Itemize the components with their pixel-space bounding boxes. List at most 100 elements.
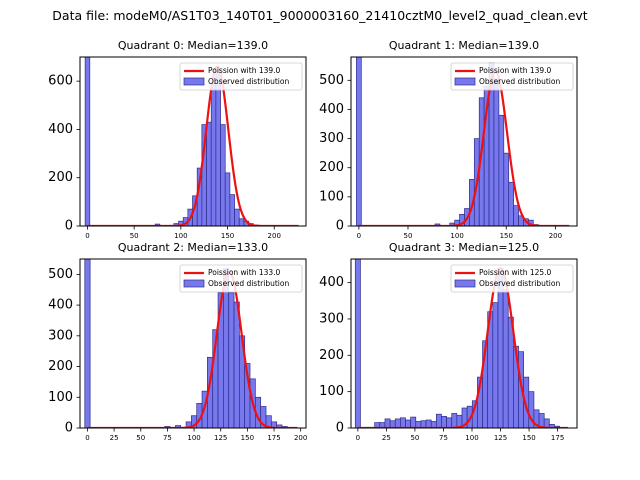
x-tick-label: 75 bbox=[439, 434, 448, 442]
x-tick-label: 100 bbox=[450, 232, 463, 240]
quadrant-1-plot: 0 50 100 150 200 0 100 200 300 400 500 Quadrant 1: … bbox=[319, 39, 578, 240]
y-tick-label: 200 bbox=[48, 170, 73, 185]
legend-observed-label: Observed distribution bbox=[208, 77, 289, 86]
bar-q3-24 bbox=[492, 302, 499, 428]
y-tick-label: 600 bbox=[48, 74, 73, 89]
x-tick-label: 50 bbox=[404, 232, 413, 240]
y-tick-label: 500 bbox=[319, 73, 344, 88]
histogram-bars bbox=[356, 57, 539, 226]
bar-q3-11 bbox=[425, 419, 432, 428]
y-tick-label: 300 bbox=[319, 131, 344, 146]
legend-fit-label: Poission with 125.0 bbox=[479, 268, 552, 277]
bar-q1-12 bbox=[498, 114, 505, 226]
y-tick-label: 200 bbox=[319, 348, 344, 363]
quadrant-title: Quadrant 3: Median=125.0 bbox=[389, 241, 539, 254]
bar-q3-5 bbox=[394, 418, 401, 428]
y-tick-label: 200 bbox=[48, 359, 73, 374]
bar-q1-14 bbox=[508, 181, 514, 226]
x-tick-label: 175 bbox=[267, 434, 280, 442]
legend: Poission with 139.0 Observed distribution bbox=[179, 62, 303, 91]
x-tick-label: 0 bbox=[85, 232, 89, 240]
bar-q0-13 bbox=[220, 124, 226, 226]
y-tick-label: 400 bbox=[319, 275, 344, 290]
x-tick-label: 125 bbox=[494, 434, 507, 442]
bar-q0-16 bbox=[234, 208, 240, 226]
bar-q0-15 bbox=[229, 194, 235, 226]
bar-q3-16 bbox=[451, 413, 458, 428]
y-tick-label: 500 bbox=[48, 267, 73, 282]
quadrant-3-plot: 0 25 50 75 100 125 150 175 0 100 200 300 400 Quadrant… bbox=[319, 241, 578, 442]
x-tick-label: 200 bbox=[268, 232, 281, 240]
bar-q3-3 bbox=[384, 418, 391, 428]
x-tick-label: 100 bbox=[187, 434, 200, 442]
x-tick-label: 150 bbox=[241, 434, 254, 442]
legend-observed-label: Observed distribution bbox=[479, 77, 560, 86]
y-tick-label: 0 bbox=[65, 219, 73, 234]
x-tick-label: 150 bbox=[522, 434, 535, 442]
poisson-fit-line bbox=[87, 270, 298, 428]
bar-q1-11 bbox=[493, 78, 500, 226]
x-tick-label: 0 bbox=[356, 434, 360, 442]
axes-frame bbox=[350, 258, 578, 429]
y-tick-label: 0 bbox=[65, 421, 73, 436]
bar-q0-11 bbox=[210, 83, 217, 226]
legend: Poission with 133.0 Observed distribution bbox=[179, 264, 303, 293]
legend-observed-swatch bbox=[183, 279, 205, 288]
x-tick-label: 200 bbox=[549, 232, 562, 240]
bar-q1-0 bbox=[356, 57, 362, 226]
axes-frame bbox=[350, 56, 578, 227]
bar-q3-8 bbox=[410, 416, 417, 428]
legend: Poission with 139.0 Observed distribution bbox=[450, 62, 574, 91]
bar-q3-15 bbox=[446, 417, 453, 428]
bar-q1-13 bbox=[503, 152, 510, 226]
bar-q3-7 bbox=[405, 419, 411, 428]
histogram-bars bbox=[84, 259, 288, 428]
x-tick-label: 175 bbox=[551, 434, 564, 442]
legend-observed-label: Observed distribution bbox=[208, 279, 289, 288]
bar-q3-26 bbox=[502, 289, 509, 428]
y-tick-label: 0 bbox=[336, 219, 344, 234]
x-tick-label: 50 bbox=[136, 434, 145, 442]
y-tick-label: 100 bbox=[319, 189, 344, 204]
x-tick-label: 150 bbox=[221, 232, 234, 240]
legend-observed-swatch bbox=[183, 77, 205, 86]
bar-q3-14 bbox=[441, 416, 447, 428]
y-tick-label: 0 bbox=[336, 421, 344, 436]
axes-frame bbox=[79, 258, 307, 429]
x-tick-label: 150 bbox=[500, 232, 513, 240]
bar-q2-11 bbox=[228, 292, 235, 428]
legend-fit-label: Poission with 133.0 bbox=[208, 268, 281, 277]
bar-q0-14 bbox=[224, 172, 231, 226]
quadrant-title: Quadrant 1: Median=139.0 bbox=[389, 39, 539, 52]
x-tick-label: 0 bbox=[357, 232, 361, 240]
legend-observed-swatch bbox=[454, 279, 476, 288]
legend: Poission with 125.0 Observed distribution bbox=[450, 264, 574, 293]
y-tick-label: 400 bbox=[319, 102, 344, 117]
y-tick-label: 300 bbox=[319, 311, 344, 326]
legend-observed-label: Observed distribution bbox=[479, 279, 560, 288]
x-tick-label: 100 bbox=[174, 232, 187, 240]
x-tick-label: 0 bbox=[85, 434, 89, 442]
bar-q3-6 bbox=[400, 417, 406, 428]
y-tick-label: 100 bbox=[48, 390, 73, 405]
legend-fit-label: Poission with 139.0 bbox=[479, 66, 552, 75]
bar-q2-0 bbox=[84, 259, 91, 428]
poisson-fit-line bbox=[357, 266, 568, 428]
quadrant-title: Quadrant 2: Median=133.0 bbox=[118, 241, 268, 254]
x-tick-label: 100 bbox=[465, 434, 478, 442]
x-tick-label: 200 bbox=[294, 434, 307, 442]
bar-q0-17 bbox=[238, 218, 245, 226]
bar-q3-34 bbox=[543, 418, 550, 428]
quadrant-0-plot: 0 50 100 150 200 0 200 400 600 Quadrant 0: Median… bbox=[48, 39, 307, 240]
x-tick-label: 25 bbox=[382, 434, 391, 442]
x-tick-label: 25 bbox=[110, 434, 119, 442]
y-tick-label: 300 bbox=[48, 328, 73, 343]
bar-q0-0 bbox=[84, 57, 91, 226]
y-tick-label: 400 bbox=[48, 298, 73, 313]
histogram-bars bbox=[84, 57, 259, 226]
bar-q3-13 bbox=[435, 413, 442, 428]
y-tick-label: 400 bbox=[48, 122, 73, 137]
bar-q2-12 bbox=[233, 301, 240, 428]
y-tick-label: 100 bbox=[319, 384, 344, 399]
x-tick-label: 50 bbox=[130, 232, 139, 240]
